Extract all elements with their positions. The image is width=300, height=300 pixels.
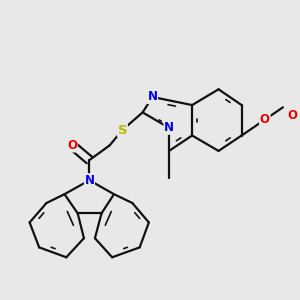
Text: O: O	[260, 113, 270, 126]
Text: N: N	[148, 91, 158, 103]
Text: O: O	[67, 139, 77, 152]
Text: S: S	[118, 124, 127, 136]
Text: N: N	[164, 121, 174, 134]
Text: N: N	[84, 174, 94, 187]
Text: O: O	[260, 113, 270, 126]
Text: O: O	[287, 109, 297, 122]
